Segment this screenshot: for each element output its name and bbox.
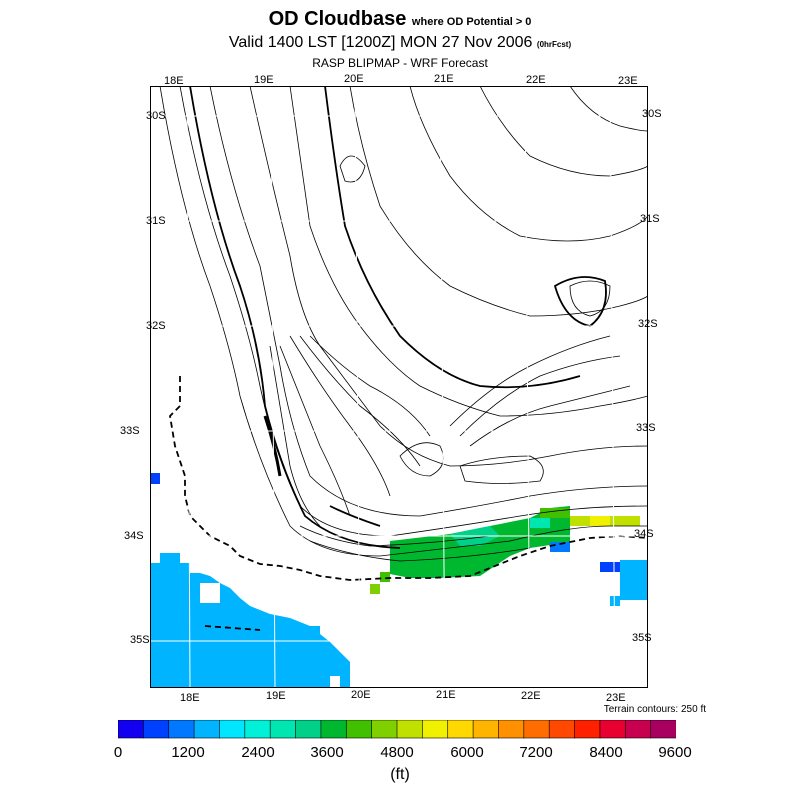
lon-label-bottom-18e: 18E [180, 692, 200, 704]
map-background [150, 86, 648, 688]
colorbar-label-9600: 9600 [658, 744, 692, 761]
colorbar-swatch [574, 720, 601, 739]
lon-label-top-20e: 20E [344, 73, 364, 85]
graticule [150, 86, 648, 688]
lat-label-right-35s: 35S [632, 632, 652, 644]
colorbar-swatch [523, 720, 550, 739]
colorbar-label-3600: 3600 [310, 744, 344, 761]
lat-label-left-35s: 35S [130, 634, 150, 646]
lon-label-top-19e: 19E [254, 74, 274, 86]
lat-label-right-31s: 31S [640, 213, 660, 225]
colorbar-swatch [295, 720, 322, 739]
map-title: OD Cloudbase where OD Potential > 0 [0, 8, 800, 31]
colorbar-swatch [624, 720, 652, 739]
lon-label-top-21e: 21E [434, 73, 454, 85]
lon-label-bottom-22e: 22E [521, 690, 541, 702]
colorbar-swatch [396, 720, 424, 739]
colorbar-swatch [193, 720, 221, 739]
colorbar-swatch [472, 720, 500, 739]
lat-label-right-30s: 30S [642, 108, 662, 120]
lat-label-right-32s: 32S [638, 318, 658, 330]
lon-label-top-22e: 22E [526, 74, 546, 86]
colorbar-swatch [345, 720, 373, 739]
lon-label-bottom-23e: 23E [606, 692, 626, 704]
lat-label-left-32s: 32S [146, 320, 166, 332]
forecast-source: RASP BLIPMAP - WRF Forecast [312, 56, 488, 70]
colorbar-label-8400: 8400 [589, 744, 623, 761]
colorbar-swatch [143, 720, 170, 739]
colorbar-swatch [168, 720, 195, 739]
valid-text: Valid 1400 LST [1200Z] MON 27 Nov 2006 [228, 34, 533, 51]
colorbar-swatch [422, 720, 449, 739]
colorbar-swatch [219, 720, 246, 739]
colorbar-swatch [371, 720, 398, 739]
valid-time: Valid 1400 LST [1200Z] MON 27 Nov 2006 (… [0, 34, 800, 52]
colorbar-units: (ft) [390, 766, 410, 783]
colorbar-label-0: 0 [113, 744, 123, 761]
lon-label-bottom-20e: 20E [351, 689, 371, 701]
colorbar [118, 720, 676, 739]
colorbar-label-1200: 1200 [171, 744, 205, 761]
colorbar-swatch [599, 720, 627, 739]
colorbar-swatch [447, 720, 474, 739]
lon-label-bottom-19e: 19E [266, 690, 286, 702]
colorbar-swatch [548, 720, 576, 739]
colorbar-swatch [244, 720, 271, 739]
lat-label-left-30s: 30S [146, 110, 166, 122]
colorbar-swatch [269, 720, 297, 739]
lon-label-top-23e: 23E [618, 75, 638, 87]
coastline [169, 376, 648, 631]
colorbar-swatch [118, 720, 145, 739]
lon-label-top-18e: 18E [164, 75, 184, 87]
forecast-hour: (0hrFcst) [536, 40, 572, 49]
lon-label-bottom-21e: 21E [436, 689, 456, 701]
terrain-contours [159, 86, 648, 562]
terrain-contour-note: Terrain contours: 250 ft [603, 704, 706, 715]
colorbar-label-7200: 7200 [519, 744, 553, 761]
lat-label-left-31s: 31S [146, 215, 166, 227]
lat-label-right-34s: 34S [634, 528, 654, 540]
colorbar-swatch [320, 720, 348, 739]
colorbar-swatch [650, 720, 676, 739]
colorbar-swatch [498, 720, 525, 739]
title-suffix: where OD Potential > 0 [411, 16, 532, 28]
lat-label-right-33s: 33S [636, 422, 656, 434]
ocean-shading [150, 473, 350, 688]
colorbar-label-4800: 4800 [380, 744, 414, 761]
bold-contours [189, 86, 607, 549]
forecast-map [150, 86, 648, 688]
title-main: OD Cloudbase [268, 8, 407, 30]
lat-label-left-34s: 34S [124, 530, 144, 542]
colorbar-label-2400: 2400 [241, 744, 275, 761]
colorbar-label-6000: 6000 [450, 744, 484, 761]
map-frame [150, 86, 648, 688]
lat-label-left-33s: 33S [120, 425, 140, 437]
